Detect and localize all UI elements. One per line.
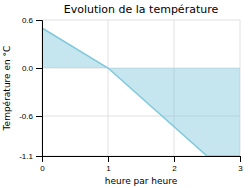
grid-line	[42, 20, 240, 21]
marks	[42, 28, 240, 156]
tick-label: 0	[40, 164, 45, 173]
tick-label: 3	[238, 164, 243, 173]
tick-mark	[36, 68, 42, 69]
tick: 1	[106, 156, 111, 173]
tick-label: -0.6	[19, 112, 33, 121]
tick-label: 0.6	[22, 16, 34, 25]
tick: 0	[40, 156, 45, 173]
tick-label: 2	[172, 164, 177, 173]
y-label: Température en °C	[2, 46, 12, 132]
tick: -0.6	[19, 112, 42, 121]
tick: 2	[172, 156, 177, 173]
x-label: heure par heure	[105, 176, 178, 186]
tick-label: -1.1	[19, 152, 33, 161]
grid	[42, 20, 240, 156]
tick-mark	[36, 20, 42, 21]
axis-line	[36, 21, 43, 157]
line	[42, 28, 240, 156]
tick-label: 0.0	[22, 64, 34, 73]
tick-mark	[36, 156, 42, 157]
title: Evolution de la température	[64, 3, 219, 16]
x-axis: 0 1 2 3	[40, 156, 243, 173]
area	[42, 28, 240, 156]
axis-line	[43, 157, 241, 163]
grid-line	[108, 20, 109, 156]
tick-mark	[240, 156, 241, 162]
plot: 0 1 2 3 -1.1 -0.6 0.0 0.6	[19, 16, 243, 173]
tick: -1.1	[19, 152, 42, 161]
tick: 3	[238, 156, 243, 173]
y-axis: -1.1 -0.6 0.0 0.6	[19, 16, 42, 161]
tick-mark	[174, 156, 175, 162]
chart: 0 1 2 3 -1.1 -0.6 0.0 0.6 Evolution de la tempér…	[0, 0, 250, 188]
tick-mark	[36, 116, 42, 117]
tick-label: 1	[106, 164, 111, 173]
tick-mark	[108, 156, 109, 162]
tick: 0.6	[22, 16, 42, 25]
tick: 0.0	[22, 64, 42, 73]
